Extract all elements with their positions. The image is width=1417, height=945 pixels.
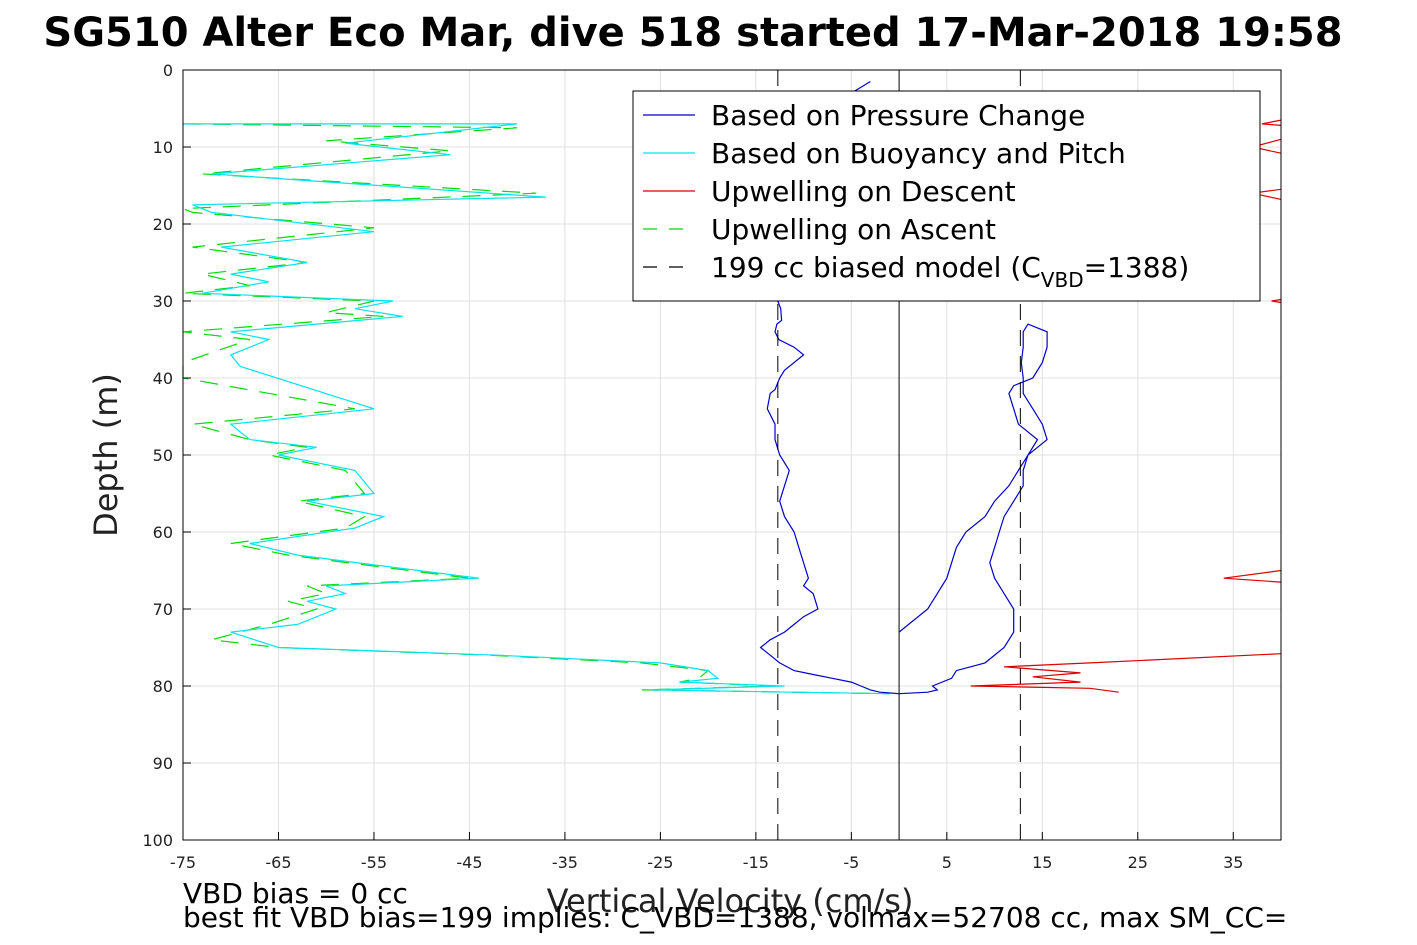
y-tick-label: 20 [153,215,173,234]
legend-entry: Based on Buoyancy and Pitch [711,137,1126,170]
footnote-vbd-bias: VBD bias = 0 cc [183,877,408,910]
series-line-upwelling-on-descent [970,653,1282,693]
y-tick-label: 70 [153,600,173,619]
y-tick-label: 90 [153,754,173,773]
x-tick-label: 25 [1128,853,1148,872]
y-tick-label: 100 [142,831,173,850]
y-tick-label: 50 [153,446,173,465]
x-axis-label: Vertical Velocity (cm/s) [547,882,914,920]
y-tick-label: 30 [153,292,173,311]
series-line-upwelling-on-ascent [182,123,890,695]
x-tick-label: 35 [1223,853,1243,872]
x-tick-label: -5 [843,853,859,872]
x-tick-label: 5 [942,853,952,872]
x-tick-label: 15 [1032,853,1052,872]
y-tick-label: 10 [153,138,173,157]
chart-title: SG510 Alter Eco Mar, dive 518 started 17… [43,10,1342,56]
legend: Based on Pressure Change Based on Buoyanc… [632,90,1261,302]
x-tick-label: -55 [361,853,387,872]
x-tick-label: -65 [265,853,291,872]
y-tick-label: 40 [153,369,173,388]
series-line-upwelling-on-descent [1271,298,1282,304]
series-line-upwelling-on-descent [1223,569,1282,583]
series-line-based-on-buoyancy-and-pitch [183,123,890,695]
legend-entry: Upwelling on Ascent [711,213,996,246]
x-tick-label: -15 [743,853,769,872]
x-tick-label: -45 [456,853,482,872]
x-tick-label: -35 [552,853,578,872]
legend-box [632,90,1261,302]
y-axis-label: Depth (m) [87,373,125,537]
x-tick-label: -75 [170,853,196,872]
y-tick-label: 80 [153,677,173,696]
x-tick-label: -25 [647,853,673,872]
legend-entry: Upwelling on Descent [711,175,1016,208]
legend-entry: Based on Pressure Change [711,99,1085,132]
axis-ticks: -75 -65 -55 -45 -35 -25 -15 -5 5 15 25 350102030405… [142,61,1243,872]
y-tick-label: 60 [153,523,173,542]
footnote-best-fit: best fit VBD bias=199 implies: C_VBD=138… [183,901,1287,934]
series-line-based-on-pressure-change [898,323,1048,695]
y-tick-label: 0 [163,61,173,80]
series-line-upwelling-on-descent [1261,119,1282,126]
